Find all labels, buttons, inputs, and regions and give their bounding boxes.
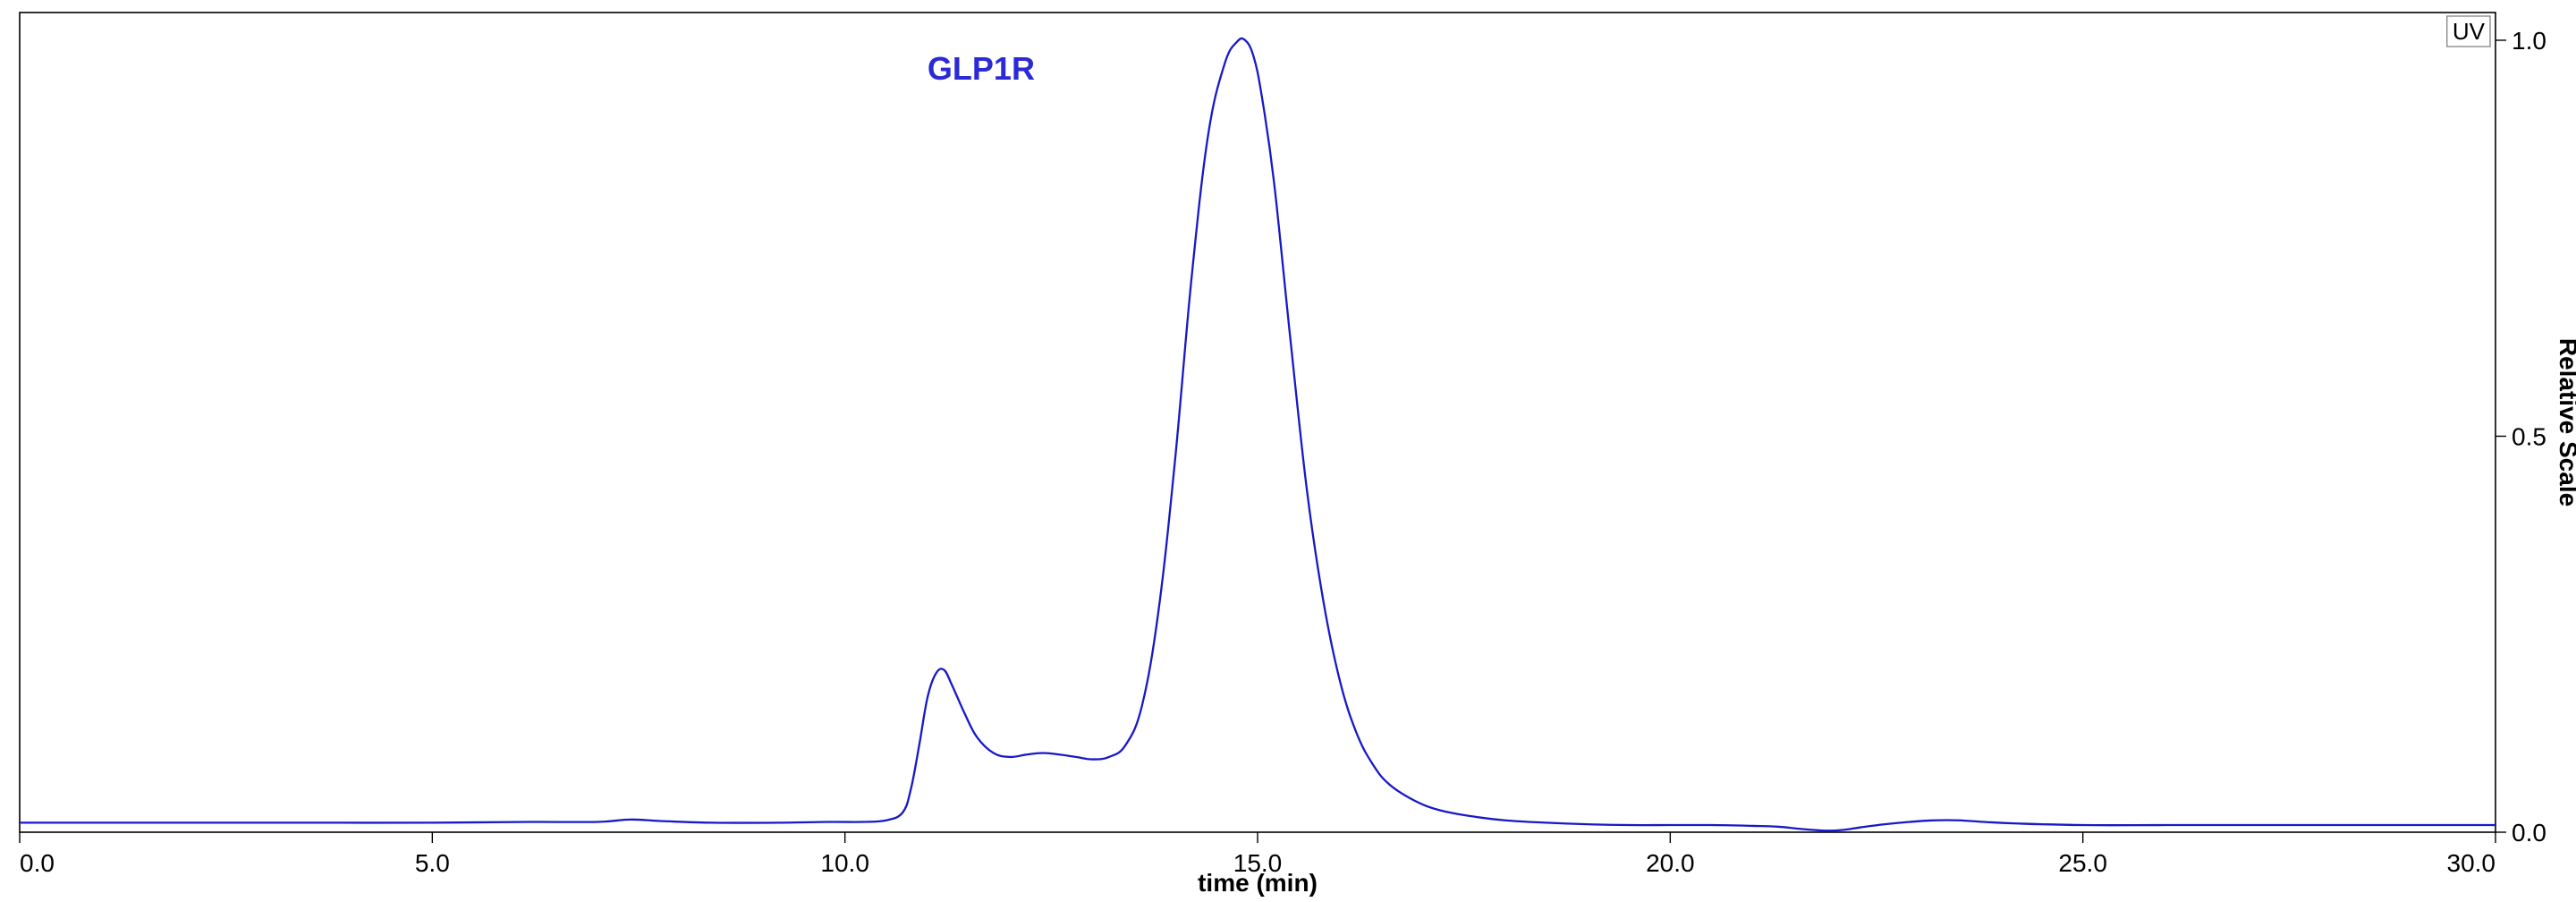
x-axis-label: time (min) bbox=[1198, 869, 1318, 897]
y-tick-label: 0.5 bbox=[2512, 422, 2546, 450]
y-axis-label: Relative Scale bbox=[2555, 338, 2576, 506]
y-tick-label: 0.0 bbox=[2512, 819, 2546, 847]
x-tick-label: 0.0 bbox=[20, 849, 55, 877]
x-tick-label: 10.0 bbox=[820, 849, 869, 877]
chromatogram-chart: 0.05.010.015.020.025.030.0time (min)0.00… bbox=[0, 0, 2576, 902]
annotation-label: GLP1R bbox=[928, 50, 1035, 87]
legend-item-label: UV bbox=[2453, 18, 2486, 45]
x-tick-label: 20.0 bbox=[1646, 849, 1695, 877]
y-tick-label: 1.0 bbox=[2512, 27, 2546, 55]
legend: UV bbox=[2447, 16, 2490, 47]
x-tick-label: 30.0 bbox=[2447, 849, 2496, 877]
x-tick-label: 5.0 bbox=[415, 849, 450, 877]
x-tick-label: 25.0 bbox=[2058, 849, 2107, 877]
